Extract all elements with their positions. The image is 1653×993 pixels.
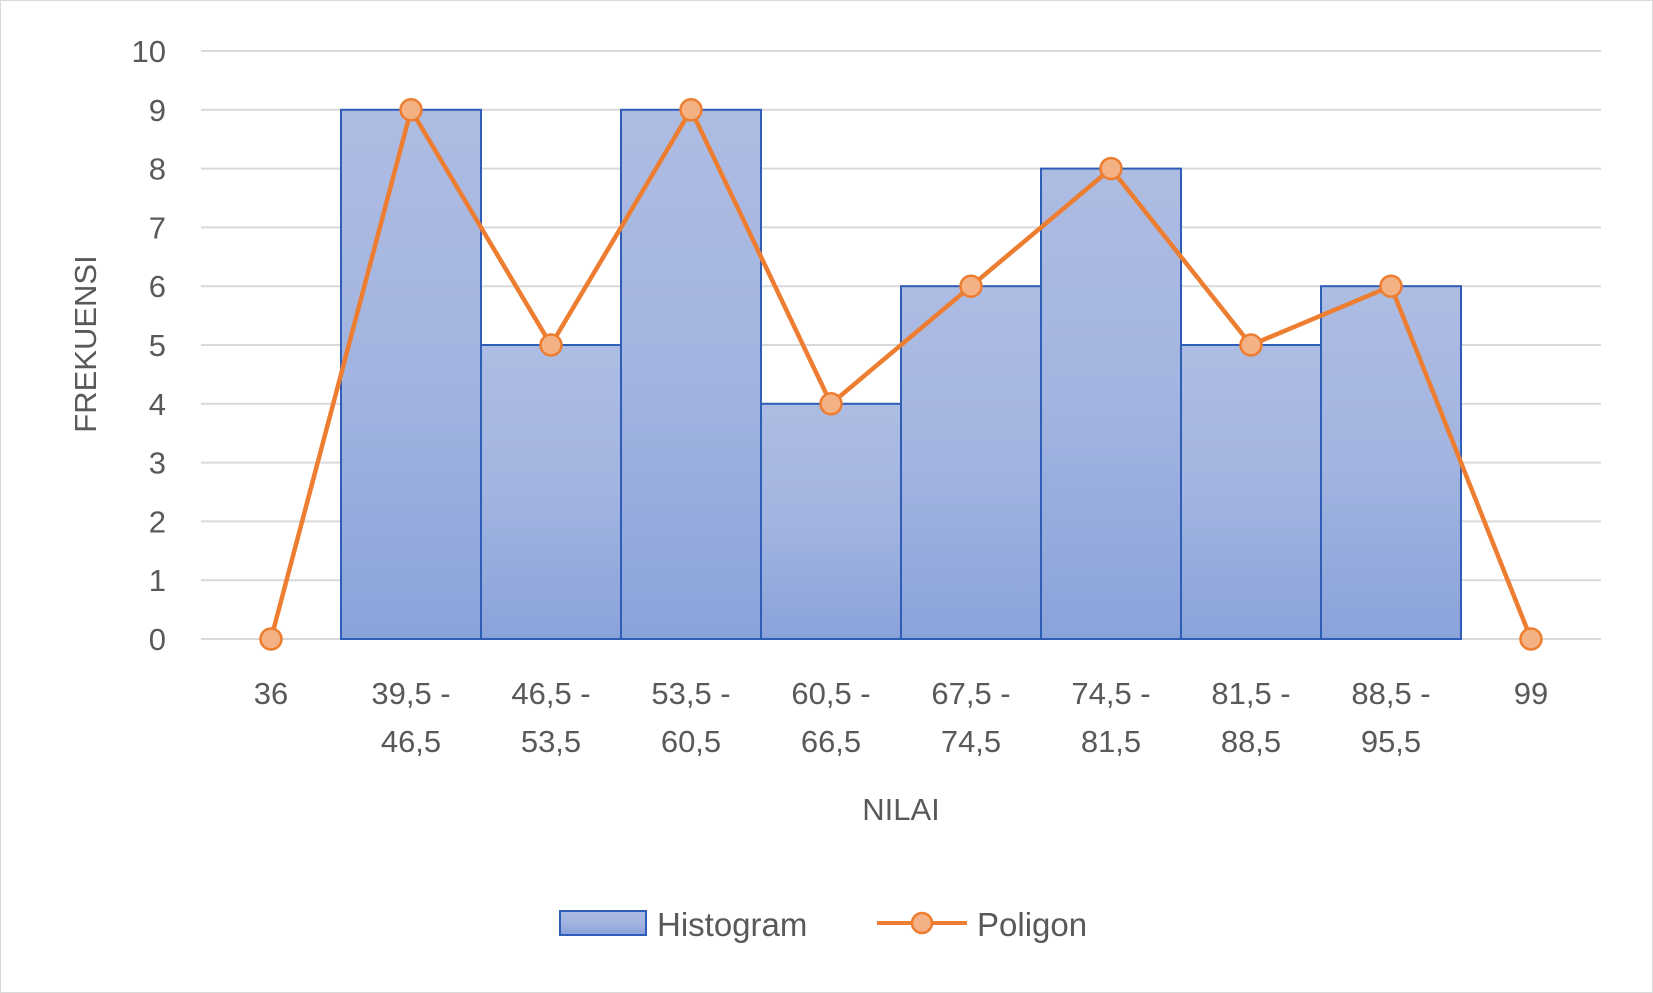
poligon-point [539,333,563,357]
x-tick-label: 81,5 -88,5 [1211,676,1290,759]
poligon-point [819,392,843,416]
histogram-bar [1320,285,1462,640]
x-axis-ticks: 36 39,5 -46,5 46,5 -53,5 53,5 -60,5 60,5 -66… [254,676,1548,759]
poligon-point [1519,627,1543,651]
x-tick-label: 39,5 -46,5 [371,676,450,759]
y-tick-label: 7 [149,210,166,245]
poligon-line [268,107,1534,640]
histogram-bar [480,344,622,640]
poligon-point [959,274,983,298]
x-tick-label: 88,5 -95,5 [1351,676,1430,759]
x-axis-title: NILAI [862,792,940,827]
y-tick-label: 10 [132,34,166,69]
y-tick-label: 2 [149,504,166,539]
poligon-point [259,627,283,651]
y-tick-label: 0 [149,622,166,657]
legend-histogram-label: Histogram [657,906,807,943]
poligon-point [679,98,703,122]
legend-poligon-marker [910,911,934,935]
y-tick-label: 4 [149,387,166,422]
y-tick-label: 8 [149,152,166,187]
histogram-bar [760,402,902,640]
histogram-bar [1180,344,1322,640]
legend-poligon-label: Poligon [977,906,1087,943]
x-tick-label: 53,5 -60,5 [651,676,730,759]
x-tick-label: 74,5 -81,5 [1071,676,1150,759]
polygon-line-group [259,98,1543,651]
poligon-point [399,98,423,122]
poligon-point [1239,333,1263,357]
histogram-bars [340,108,1462,641]
histogram-bar [1040,167,1182,640]
histogram-bar [340,108,482,641]
histogram-bar [620,108,762,641]
legend-histogram-swatch [559,910,647,936]
y-tick-label: 9 [149,93,166,128]
y-tick-label: 3 [149,446,166,481]
legend: Histogram Poligon [559,906,1087,943]
x-tick-label: 67,5 -74,5 [931,676,1010,759]
histogram-bar [900,285,1042,640]
y-tick-label: 5 [149,328,166,363]
poligon-point [1099,156,1123,181]
y-axis-ticks: 0 1 2 3 4 5 6 7 8 9 10 [132,34,166,657]
y-tick-label: 6 [149,269,166,304]
x-tick-label: 36 [254,676,288,711]
poligon-point [1379,274,1403,298]
y-axis-title: FREKUENSI [68,255,103,432]
x-tick-label: 99 [1514,676,1548,711]
y-tick-label: 1 [149,563,166,598]
x-tick-label: 60,5 -66,5 [791,676,870,759]
x-tick-label: 46,5 -53,5 [511,676,590,759]
